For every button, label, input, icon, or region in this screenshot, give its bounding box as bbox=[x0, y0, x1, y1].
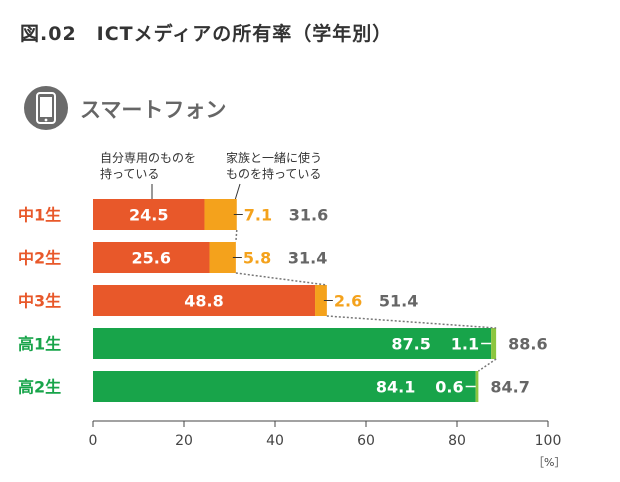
bar-own-1 bbox=[93, 242, 210, 273]
category-label-2: 中3生 bbox=[18, 292, 61, 311]
connector-3 bbox=[477, 358, 497, 372]
label-family-4: 0.6 bbox=[435, 378, 463, 397]
section-title: スマートフォン bbox=[80, 98, 226, 122]
label-family-1: 5.8 bbox=[243, 249, 271, 268]
label-family-3: 1.1 bbox=[451, 335, 479, 354]
x-tick-label-3: 60 bbox=[357, 433, 375, 449]
label-total-3: 88.6 bbox=[508, 335, 547, 354]
label-own-4: 84.1 bbox=[376, 378, 415, 397]
bars-layer: 中1生 24.5 7.1 31.6 中2生 25.6 5.8 31.4 中3生 48.8 2.6 51… bbox=[18, 199, 548, 402]
label-total-4: 84.7 bbox=[490, 378, 529, 397]
connector-0 bbox=[235, 229, 238, 243]
label-own-3: 87.5 bbox=[391, 335, 430, 354]
legend-family-line2: ものを持っている bbox=[226, 166, 321, 181]
category-label-1: 中2生 bbox=[18, 249, 61, 268]
label-family-2: 2.6 bbox=[334, 292, 362, 311]
legend-family-line1: 家族と一緒に使う bbox=[226, 150, 322, 165]
bar-family-4 bbox=[475, 371, 479, 402]
category-label-3: 高1生 bbox=[18, 335, 61, 354]
bar-own-2 bbox=[93, 285, 316, 316]
legend-own-line2: 持っている bbox=[100, 166, 159, 181]
bar-family-1 bbox=[209, 242, 236, 273]
bar-family-0 bbox=[204, 199, 237, 230]
legend-own-line1: 自分専用のものを bbox=[100, 151, 196, 165]
figure-title: 図.02 ICTメディアの所有率（学年別） bbox=[20, 22, 392, 45]
smartphone-icon bbox=[24, 86, 68, 130]
bar-family-2 bbox=[315, 285, 327, 316]
bar-own-3 bbox=[93, 328, 492, 359]
label-total-2: 51.4 bbox=[379, 292, 418, 311]
x-tick-label-4: 80 bbox=[448, 433, 466, 449]
label-own-2: 48.8 bbox=[184, 292, 223, 311]
unit-label: ［%］ bbox=[533, 456, 565, 469]
bar-own-4 bbox=[93, 371, 476, 402]
label-family-0: 7.1 bbox=[244, 206, 272, 225]
x-tick-label-2: 40 bbox=[266, 433, 284, 449]
connector-1 bbox=[235, 272, 327, 286]
category-label-4: 高2生 bbox=[18, 378, 61, 397]
category-label-0: 中1生 bbox=[18, 206, 61, 225]
connector-2 bbox=[326, 315, 497, 329]
x-tick-label-0: 0 bbox=[89, 433, 98, 449]
label-own-1: 25.6 bbox=[131, 249, 170, 268]
bar-family-3 bbox=[491, 328, 497, 359]
x-tick-label-5: 100 bbox=[535, 433, 562, 449]
x-axis: 0 20 40 60 80 100 bbox=[89, 420, 562, 449]
label-own-0: 24.5 bbox=[129, 206, 168, 225]
label-total-1: 31.4 bbox=[288, 249, 327, 268]
bar-own-0 bbox=[93, 199, 205, 230]
x-tick-label-1: 20 bbox=[175, 433, 193, 449]
label-total-0: 31.6 bbox=[289, 206, 328, 225]
